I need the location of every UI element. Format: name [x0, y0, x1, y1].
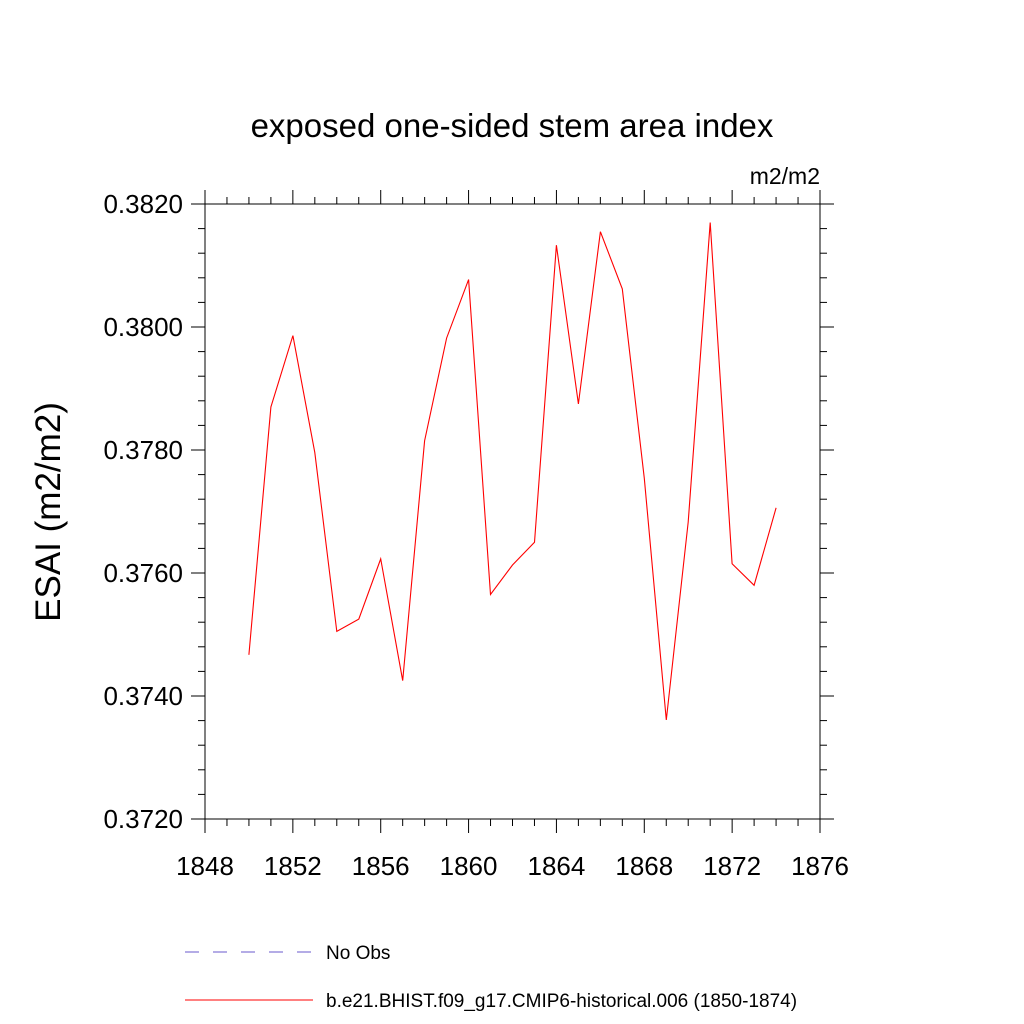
- x-tick-label: 1860: [440, 851, 498, 881]
- legend: No Obs b.e21.BHIST.f09_g17.CMIP6-historic…: [185, 943, 797, 1012]
- legend-label: No Obs: [326, 943, 390, 964]
- x-tick-label: 1864: [528, 851, 586, 881]
- plot-area: 1848 1852 1856 1860 1864 1868 1872 1876 0.3720 0.…: [103, 189, 848, 881]
- y-axis-title: ESAI (m2/m2): [29, 402, 68, 622]
- x-tick-label: 1852: [264, 851, 322, 881]
- y-tick-label: 0.3780: [103, 435, 183, 465]
- y-tick-label: 0.3720: [103, 804, 183, 834]
- x-tick-label: 1856: [352, 851, 410, 881]
- x-tick-label: 1868: [615, 851, 673, 881]
- y-tick-label: 0.3800: [103, 312, 183, 342]
- x-tick-label: 1876: [791, 851, 849, 881]
- y-tick-label: 0.3740: [103, 681, 183, 711]
- y-tick-label: 0.3760: [103, 558, 183, 588]
- plot-frame: [204, 203, 821, 820]
- legend-label: b.e21.BHIST.f09_g17.CMIP6-historical.006…: [326, 991, 797, 1012]
- units-label: m2/m2: [750, 163, 820, 189]
- series-lines: [248, 222, 777, 721]
- x-tick-label: 1848: [176, 851, 234, 881]
- series-line: [248, 222, 777, 721]
- y-tick-label: 0.3820: [103, 189, 183, 219]
- chart-title: exposed one-sided stem area index: [251, 107, 774, 144]
- x-tick-label: 1872: [703, 851, 761, 881]
